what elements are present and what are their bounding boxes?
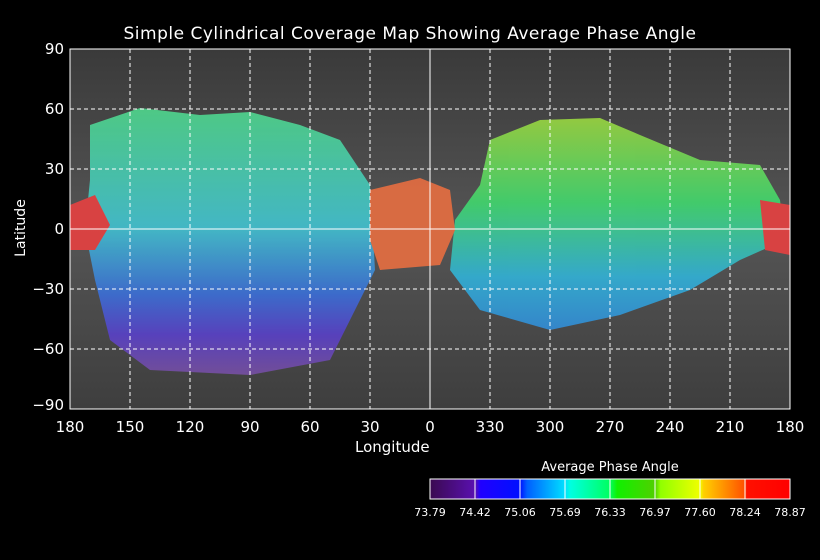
colorbar-tick: 73.79 xyxy=(414,506,446,519)
y-tick: 30 xyxy=(44,160,64,178)
colorbar-tick: 78.87 xyxy=(774,506,806,519)
y-tick: −90 xyxy=(32,396,64,414)
coverage-lobe-east xyxy=(450,118,785,330)
x-tick: 120 xyxy=(175,418,205,436)
y-axis-label: Latitude xyxy=(12,199,29,257)
colorbar-tick: 75.69 xyxy=(549,506,581,519)
y-tick: −30 xyxy=(32,280,64,298)
x-tick: 150 xyxy=(115,418,145,436)
x-tick: 180 xyxy=(775,418,805,436)
x-tick: 270 xyxy=(595,418,625,436)
colorbar-dividers xyxy=(474,479,746,499)
colorbar-tick: 77.60 xyxy=(684,506,716,519)
map-title: Simple Cylindrical Coverage Map Showing … xyxy=(123,24,697,44)
x-tick: 300 xyxy=(535,418,565,436)
x-tick: 180 xyxy=(55,418,85,436)
colorbar-tick: 78.24 xyxy=(729,506,761,519)
high-phase-left xyxy=(70,195,110,250)
x-tick: 0 xyxy=(425,418,435,436)
x-tick: 240 xyxy=(655,418,685,436)
y-tick: −60 xyxy=(32,340,64,358)
coverage-overlay xyxy=(70,108,790,375)
x-tick: 60 xyxy=(300,418,320,436)
x-tick: 30 xyxy=(360,418,380,436)
x-tick: 90 xyxy=(240,418,260,436)
high-phase-right xyxy=(760,200,790,255)
y-tick: 60 xyxy=(44,100,64,118)
high-phase-center xyxy=(370,178,455,270)
map-frame xyxy=(69,48,791,410)
colorbar-title: Average Phase Angle xyxy=(541,460,679,475)
coverage-lobe-west xyxy=(85,108,375,375)
x-axis-label: Longitude xyxy=(355,438,430,456)
colorbar-tick: 76.33 xyxy=(594,506,626,519)
y-tick: 90 xyxy=(44,40,64,58)
y-tick: 0 xyxy=(54,220,64,238)
x-tick: 210 xyxy=(715,418,745,436)
x-tick: 330 xyxy=(475,418,505,436)
gridlines xyxy=(70,49,790,409)
colorbar-tick: 76.97 xyxy=(639,506,671,519)
colorbar-tick: 74.42 xyxy=(459,506,491,519)
colorbar-tick: 75.06 xyxy=(504,506,536,519)
